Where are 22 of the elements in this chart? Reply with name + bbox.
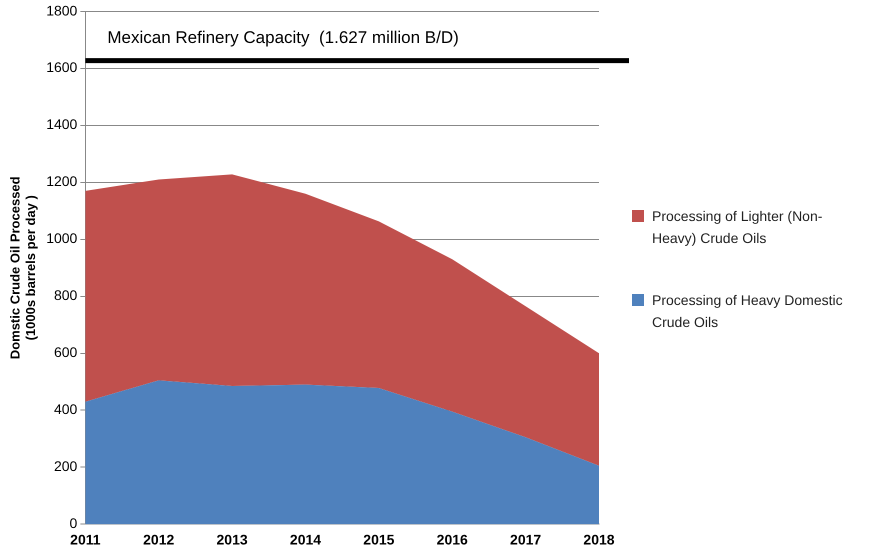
- y-tick-label: 1200: [46, 173, 78, 190]
- legend-label: Processing of Lighter (Non-Heavy) Crude Oils: [652, 207, 824, 248]
- y-tick-label: 1000: [46, 230, 78, 246]
- x-tick-label: 2014: [290, 531, 322, 548]
- y-tick-label: 1600: [46, 59, 78, 76]
- x-tick-label: 2016: [436, 531, 468, 548]
- legend-label: Processing of Heavy Domestic Crude Oils: [652, 291, 844, 332]
- x-tick-label: 2017: [510, 531, 542, 548]
- y-tick-label: 400: [54, 401, 78, 418]
- x-tick-label: 2013: [216, 531, 248, 548]
- x-tick-label: 2018: [583, 531, 615, 548]
- y-tick-label: 1800: [46, 2, 78, 18]
- y-tick-label: 800: [54, 287, 78, 304]
- x-tick-label: 2011: [70, 531, 101, 548]
- x-tick-label: 2015: [363, 531, 395, 548]
- y-tick-label: 1400: [46, 116, 78, 132]
- y-tick-label: 600: [54, 344, 78, 360]
- ref-line-label: Mexican Refinery Capacity (1.627 million B/D): [107, 28, 459, 47]
- x-tick-label: 2012: [143, 531, 175, 548]
- y-tick-label: 200: [54, 458, 78, 474]
- y-axis-title: Domstic Crude Oil Processed (1000s barrels per day ): [7, 176, 38, 360]
- y-tick-label: 0: [70, 515, 78, 532]
